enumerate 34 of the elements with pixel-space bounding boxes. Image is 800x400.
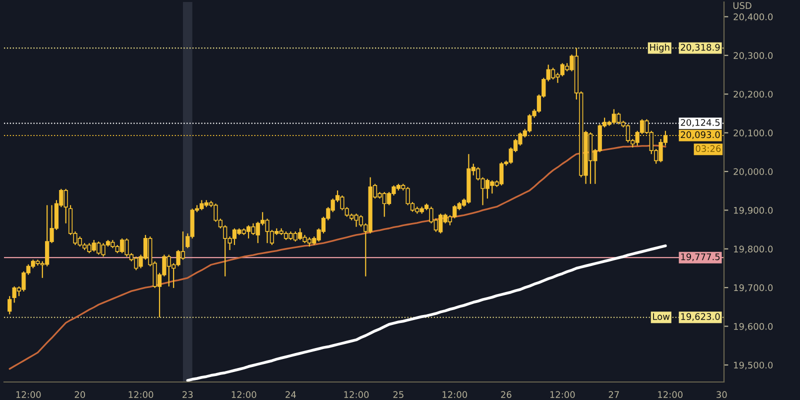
y-tick-label: 20,200.0: [734, 90, 773, 99]
x-tick-label: 27: [608, 391, 619, 398]
x-tick-label: 26: [501, 391, 512, 398]
y-tick-label: 20,100.0: [734, 130, 773, 138]
ref-line-label: 19,777.5: [681, 253, 720, 262]
y-tick-label: 19,800.0: [734, 246, 773, 254]
ref-line-label: 20,124.5: [680, 119, 720, 127]
x-tick-label: 12:00: [658, 391, 683, 398]
x-tick-label: 12:00: [128, 391, 154, 398]
annotation: 03:26: [696, 145, 721, 152]
x-tick-label: 12:00: [16, 391, 41, 398]
x-tick-label: 12:00: [232, 391, 256, 398]
annotation: High: [650, 44, 670, 52]
y-tick-label: 19,700.0: [734, 284, 773, 292]
y-tick-label: 20,000.0: [734, 168, 773, 176]
annotation: Low: [653, 313, 670, 320]
x-tick-label: 24: [286, 391, 296, 398]
x-tick-label: 30: [716, 391, 727, 398]
ref-line-label: 20,093.0: [680, 131, 720, 140]
x-tick-label: 20: [74, 391, 86, 398]
x-tick-label: 12:00: [550, 391, 575, 398]
y-axis-title: USD: [733, 2, 752, 9]
x-tick-label: 25: [393, 391, 404, 398]
x-tick-label: 12:00: [344, 391, 369, 398]
y-tick-label: 20,400.0: [734, 13, 773, 22]
ref-line-label: 19,623.0: [681, 313, 720, 321]
ref-line-label: 20,318.9: [680, 44, 720, 52]
y-tick-label: 19,600.0: [734, 323, 773, 331]
y-tick-label: 20,300.0: [734, 52, 773, 60]
candlestick: [8, 296, 12, 315]
x-tick-label: 23: [182, 391, 193, 398]
y-tick-label: 19,900.0: [734, 206, 773, 215]
x-tick-label: 12:00: [442, 391, 468, 398]
y-tick-label: 19,500.0: [734, 362, 773, 370]
